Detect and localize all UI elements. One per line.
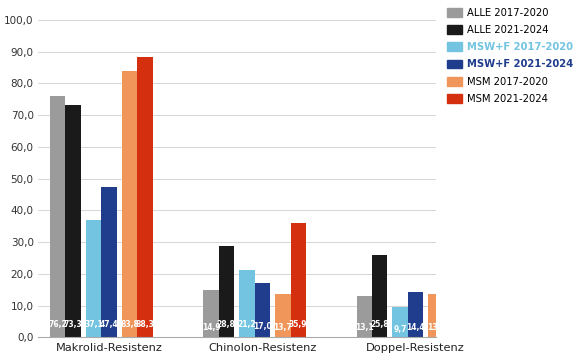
Bar (86, 220, 101, 337)
Text: 17,0: 17,0 (253, 322, 271, 331)
Bar (255, 283, 270, 337)
Text: 37,1: 37,1 (85, 320, 103, 330)
Text: 88,3: 88,3 (136, 320, 154, 330)
Text: 47,4: 47,4 (100, 320, 118, 330)
Text: 76,2: 76,2 (49, 320, 67, 330)
Bar (219, 246, 234, 337)
Bar (357, 296, 372, 337)
Bar (66, 105, 81, 337)
Bar (204, 290, 219, 337)
Bar (429, 294, 444, 337)
Text: 9,7: 9,7 (393, 325, 407, 333)
Text: 14,4: 14,4 (406, 323, 425, 332)
Bar (291, 223, 306, 337)
Bar (102, 187, 117, 337)
Bar (240, 270, 255, 337)
Bar (444, 234, 459, 337)
Text: 13,7: 13,7 (274, 323, 292, 332)
Text: 32,5: 32,5 (442, 320, 461, 330)
Bar (372, 255, 387, 337)
Text: 83,8: 83,8 (120, 320, 139, 330)
Bar (137, 57, 153, 337)
Text: 25,8: 25,8 (370, 320, 389, 330)
Bar (393, 307, 408, 337)
Text: 73,3: 73,3 (64, 320, 82, 330)
Text: 28,8: 28,8 (217, 320, 235, 330)
Text: 21,2: 21,2 (238, 320, 256, 330)
Text: 13,7: 13,7 (427, 323, 445, 332)
Text: 35,9: 35,9 (289, 320, 307, 330)
Text: 13,1: 13,1 (355, 323, 374, 332)
Bar (50, 96, 66, 337)
Bar (408, 292, 423, 337)
Legend: ALLE 2017-2020, ALLE 2021-2024, MSW+F 2017-2020, MSW+F 2021-2024, MSM 2017-2020,: ALLE 2017-2020, ALLE 2021-2024, MSW+F 20… (445, 6, 575, 106)
Text: 14,9: 14,9 (202, 323, 220, 332)
Bar (276, 294, 291, 337)
Bar (122, 71, 137, 337)
